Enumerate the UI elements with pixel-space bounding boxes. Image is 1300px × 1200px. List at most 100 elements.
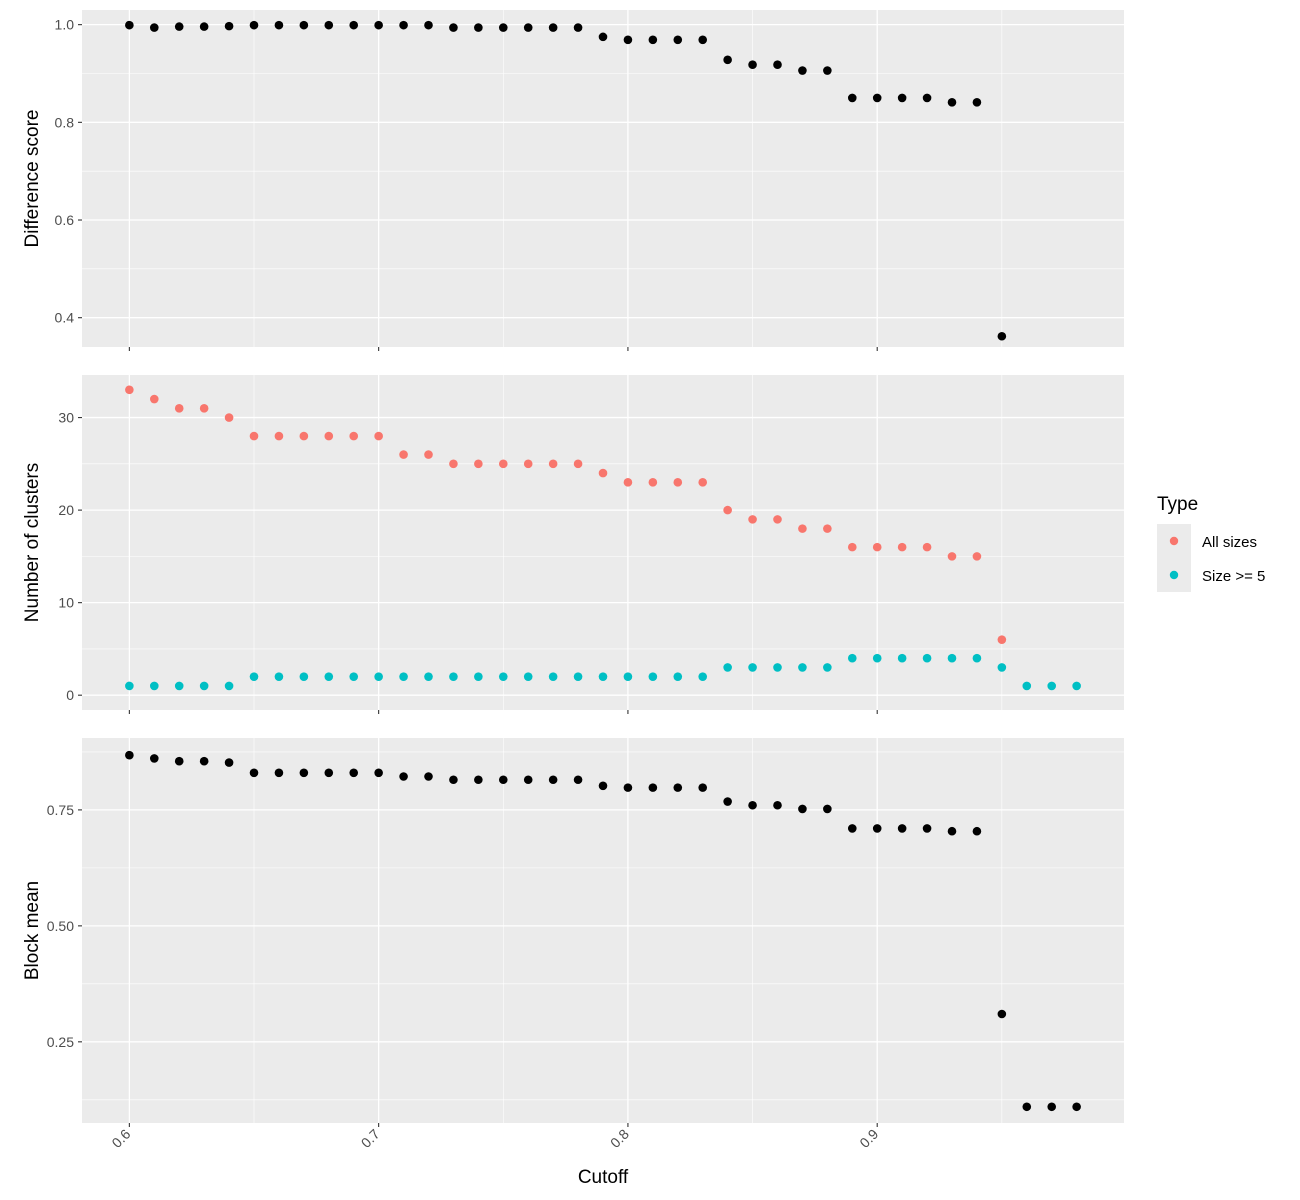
data-point xyxy=(1022,1102,1032,1112)
data-point xyxy=(349,431,359,441)
data-point xyxy=(698,478,708,487)
data-point xyxy=(174,404,184,413)
data-point xyxy=(922,93,932,103)
data-point xyxy=(449,672,458,681)
panel-background xyxy=(82,10,1124,347)
data-point xyxy=(149,394,159,404)
data-point xyxy=(673,783,683,792)
data-point xyxy=(449,775,458,785)
data-point xyxy=(224,413,234,422)
data-point xyxy=(498,23,508,32)
data-point xyxy=(149,754,159,763)
data-point xyxy=(573,23,583,32)
data-point xyxy=(349,768,359,778)
y-tick-label: 0.4 xyxy=(55,310,75,326)
data-point xyxy=(972,552,982,561)
data-point xyxy=(1047,681,1057,691)
data-point xyxy=(474,672,483,681)
data-point xyxy=(598,781,608,791)
panel-difference: 0.4 0.6 0.8 1.0 Difference score xyxy=(22,10,1124,351)
data-point xyxy=(897,93,907,103)
data-point xyxy=(773,515,782,524)
y-axis-title: Number of clusters xyxy=(22,463,43,622)
data-point xyxy=(748,515,757,524)
data-point xyxy=(748,663,757,672)
data-point xyxy=(1022,681,1032,691)
data-point xyxy=(872,542,882,552)
data-point xyxy=(249,20,259,30)
data-point xyxy=(598,672,608,681)
data-point xyxy=(449,459,458,469)
data-point xyxy=(523,775,533,785)
data-point xyxy=(199,756,209,766)
data-point xyxy=(149,681,159,691)
data-point xyxy=(997,331,1007,341)
data-point xyxy=(224,21,234,31)
data-point xyxy=(498,459,508,469)
data-point xyxy=(947,98,957,107)
x-tick-label: 0.9 xyxy=(856,1126,881,1151)
data-point xyxy=(823,66,832,75)
data-point xyxy=(324,768,334,778)
legend: Type All sizes Size >= 5 xyxy=(1157,494,1265,592)
data-point xyxy=(648,35,658,45)
data-point xyxy=(224,758,234,767)
data-point xyxy=(174,22,184,31)
data-point xyxy=(723,663,732,672)
y-tick-label: 0.50 xyxy=(47,918,74,934)
panel-clusters: 0 10 20 30 Number of clusters xyxy=(22,375,1124,714)
data-point xyxy=(947,552,957,561)
data-point xyxy=(125,385,134,395)
chart-panels: 0.4 0.6 0.8 1.0 Difference score 0 10 20 30 Numbe… xyxy=(22,10,1124,1151)
data-point xyxy=(997,1009,1007,1019)
y-tick-label: 0 xyxy=(66,687,74,703)
x-tick-label: 0.7 xyxy=(358,1126,383,1151)
data-point xyxy=(997,663,1007,672)
data-point xyxy=(548,459,558,469)
data-point xyxy=(872,824,882,833)
data-point xyxy=(698,35,708,45)
data-point xyxy=(349,672,359,681)
data-point xyxy=(125,20,134,30)
data-point xyxy=(548,775,558,785)
y-tick-label: 0.6 xyxy=(55,212,75,228)
data-point xyxy=(125,750,134,760)
legend-label-all-sizes: All sizes xyxy=(1202,534,1257,551)
data-point xyxy=(972,98,982,107)
data-point xyxy=(548,672,558,681)
data-point xyxy=(474,23,483,32)
data-point xyxy=(274,672,284,681)
data-point xyxy=(174,756,184,766)
data-point xyxy=(623,783,633,792)
series-blockmean-0 xyxy=(125,750,1081,1112)
legend-key-all-sizes xyxy=(1169,536,1179,546)
data-point xyxy=(199,22,209,31)
data-point xyxy=(399,772,408,781)
y-tick-label: 10 xyxy=(58,595,74,611)
data-point xyxy=(623,672,633,681)
data-point xyxy=(299,768,309,778)
data-point xyxy=(798,66,807,75)
data-point xyxy=(1072,1102,1081,1112)
data-point xyxy=(449,23,458,32)
data-point xyxy=(897,542,907,552)
data-point xyxy=(424,450,433,459)
data-point xyxy=(648,783,658,792)
data-point xyxy=(673,35,683,45)
data-point xyxy=(1072,681,1081,691)
data-point xyxy=(149,23,159,32)
y-tick-label: 30 xyxy=(58,410,74,426)
data-point xyxy=(424,772,433,781)
data-point xyxy=(424,20,433,30)
y-axis-title: Block mean xyxy=(22,881,43,980)
panel-blockmean: 0.25 0.50 0.75 Block mean 0.6 0.7 0.8 0.9 xyxy=(22,738,1124,1151)
data-point xyxy=(498,775,508,785)
y-tick-label: 0.75 xyxy=(47,802,74,818)
data-point xyxy=(399,672,408,681)
data-point xyxy=(748,60,757,70)
data-point xyxy=(947,826,957,836)
legend-label-size-ge-5: Size >= 5 xyxy=(1202,568,1265,585)
data-point xyxy=(548,23,558,32)
y-tick-label: 0.25 xyxy=(47,1034,74,1050)
data-point xyxy=(723,797,732,806)
